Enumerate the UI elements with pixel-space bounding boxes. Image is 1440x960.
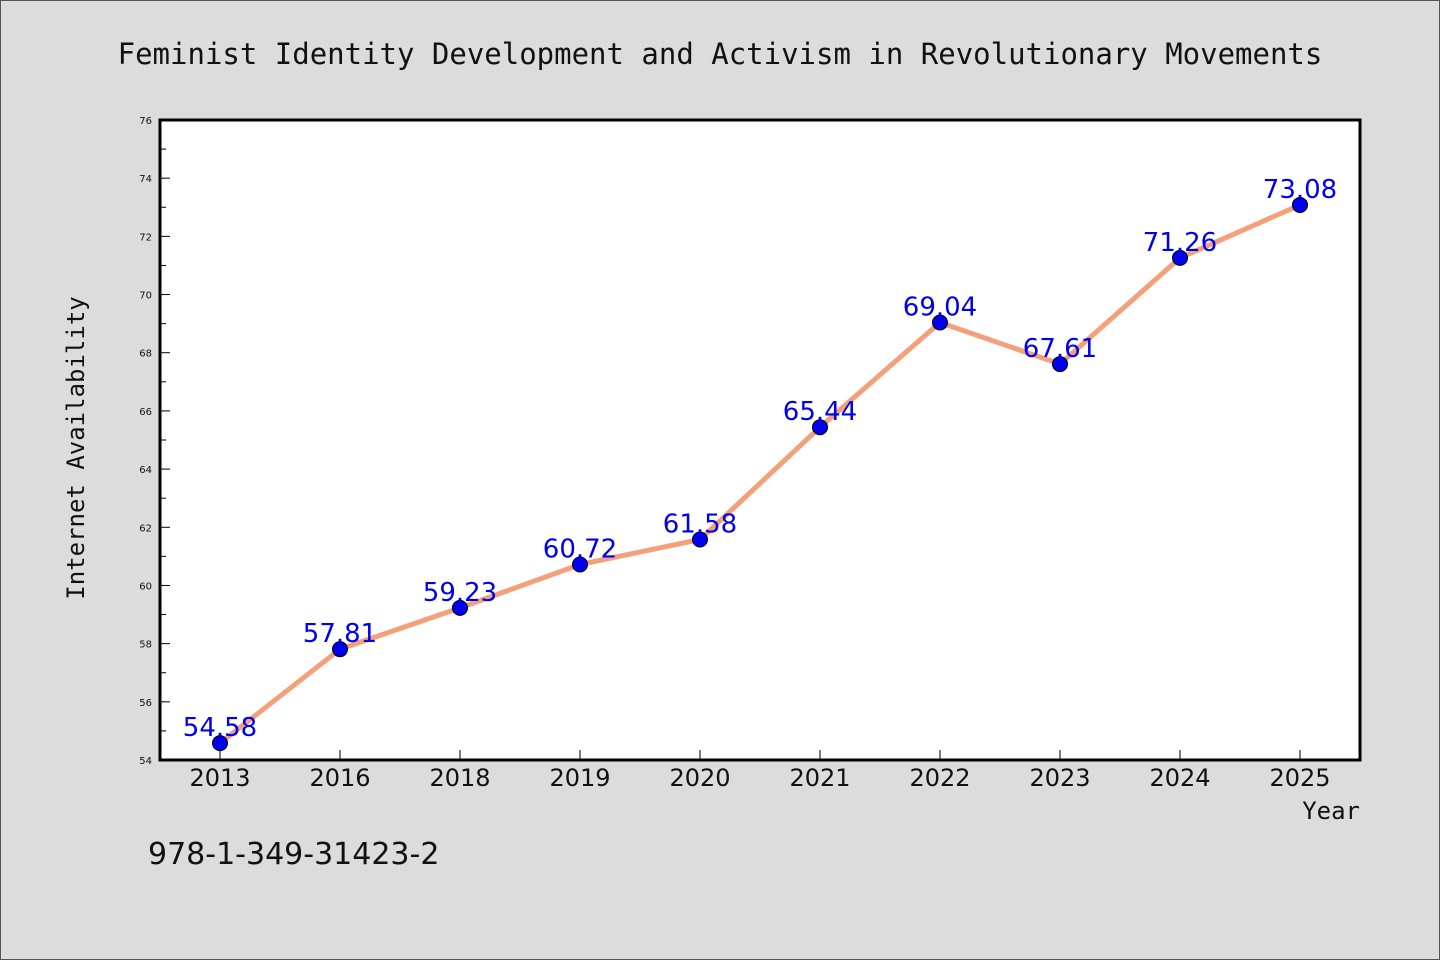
data-label: 71.26 <box>1143 228 1217 258</box>
data-point <box>452 599 468 616</box>
data-label: 67.61 <box>1023 334 1097 364</box>
series-line <box>217 202 1303 746</box>
y-tick-label: 70 <box>139 291 152 302</box>
x-tick-label: 2023 <box>1029 764 1090 792</box>
data-points <box>212 196 1308 752</box>
x-tick-label: 2022 <box>909 764 970 792</box>
data-label: 60.72 <box>543 535 617 565</box>
data-label: 57.81 <box>303 619 377 649</box>
data-point <box>1172 249 1188 266</box>
y-tick-label: 64 <box>139 465 152 476</box>
y-tick-label: 60 <box>139 581 152 592</box>
data-label: 69.04 <box>903 292 977 322</box>
data-label: 59.23 <box>423 578 497 608</box>
x-tick-label: 2019 <box>549 764 610 792</box>
data-label: 54.58 <box>183 713 257 743</box>
y-tick-label: 56 <box>139 698 152 709</box>
y-tick-label: 76 <box>139 116 152 127</box>
data-point <box>1292 196 1308 213</box>
y-tick-label: 72 <box>139 232 152 243</box>
x-tick-label: 2020 <box>669 764 730 792</box>
data-point <box>692 531 708 548</box>
y-tick-label: 68 <box>139 349 152 360</box>
data-labels: 54.58 57.81 59.23 60.72 61.58 65.44 69.04 67.61… <box>183 175 1337 743</box>
y-tick-label: 62 <box>139 523 152 534</box>
data-label: 65.44 <box>783 397 857 427</box>
y-tick-label: 74 <box>139 174 152 185</box>
data-point <box>212 735 228 752</box>
y-tick-label: 66 <box>139 407 152 418</box>
x-tick-label: 2024 <box>1149 764 1210 792</box>
x-axis-label: Year <box>1302 797 1360 825</box>
x-tick-label: 2021 <box>789 764 850 792</box>
isbn-annotation: 978-1-349-31423-2 <box>148 837 439 872</box>
y-axis-label: Internet Availability <box>62 296 90 599</box>
y-tick-label: 54 <box>139 756 152 767</box>
x-axis: 2013 2016 2018 2019 2020 2021 2022 2023 2024 2025 <box>189 750 1331 792</box>
plot-area <box>160 120 1360 760</box>
x-tick-label: 2018 <box>429 764 490 792</box>
data-label: 73.08 <box>1263 175 1337 205</box>
x-tick-label: 2016 <box>309 764 370 792</box>
plot-border <box>158 118 1362 762</box>
x-tick-label: 2013 <box>189 764 250 792</box>
data-point <box>572 556 588 573</box>
data-label: 61.58 <box>663 509 737 539</box>
data-point <box>812 419 828 436</box>
x-tick-label: 2025 <box>1269 764 1330 792</box>
data-point <box>932 314 948 331</box>
data-point <box>1052 356 1068 373</box>
chart-title: Feminist Identity Development and Activi… <box>118 37 1323 71</box>
data-point <box>332 641 348 658</box>
y-axis: 54 56 58 60 62 64 66 68 70 72 74 76 <box>139 116 170 767</box>
y-tick-label: 58 <box>139 640 152 651</box>
